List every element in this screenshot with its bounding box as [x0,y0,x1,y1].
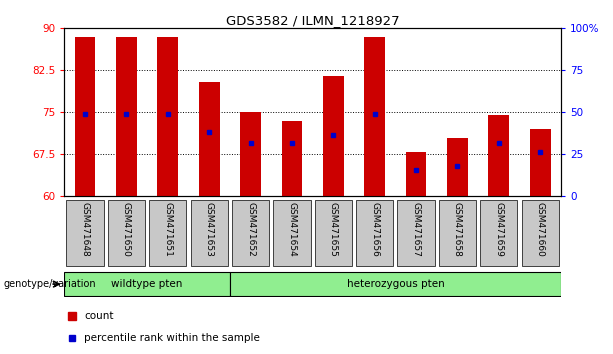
Text: GSM471655: GSM471655 [329,202,338,257]
Text: percentile rank within the sample: percentile rank within the sample [84,332,260,343]
Bar [323,76,344,196]
Title: GDS3582 / ILMN_1218927: GDS3582 / ILMN_1218927 [226,14,400,27]
Text: GSM471659: GSM471659 [494,202,503,257]
FancyBboxPatch shape [397,200,435,266]
FancyBboxPatch shape [149,200,186,266]
Bar [158,37,178,196]
Bar [530,129,550,196]
Text: GSM471654: GSM471654 [287,202,297,256]
Text: GSM471660: GSM471660 [536,202,545,257]
FancyBboxPatch shape [232,200,269,266]
Text: GSM471653: GSM471653 [205,202,214,257]
Text: GSM471656: GSM471656 [370,202,379,257]
Text: GSM471651: GSM471651 [163,202,172,257]
FancyBboxPatch shape [230,272,561,296]
Text: count: count [84,311,114,321]
Text: GSM471658: GSM471658 [453,202,462,257]
Bar [489,115,509,196]
FancyBboxPatch shape [356,200,394,266]
Text: GSM471652: GSM471652 [246,202,255,256]
FancyBboxPatch shape [108,200,145,266]
Text: GSM471650: GSM471650 [122,202,131,257]
FancyBboxPatch shape [273,200,311,266]
Bar [406,152,427,196]
Bar [116,37,137,196]
FancyBboxPatch shape [66,200,104,266]
Bar [240,113,261,196]
FancyBboxPatch shape [439,200,476,266]
Bar [281,121,302,196]
Bar [199,81,219,196]
Bar [447,138,468,196]
Bar [364,37,385,196]
FancyBboxPatch shape [522,200,559,266]
Bar [75,37,96,196]
FancyBboxPatch shape [64,272,230,296]
Text: GSM471648: GSM471648 [80,202,89,256]
Text: wildtype pten: wildtype pten [112,279,183,289]
FancyBboxPatch shape [314,200,352,266]
FancyBboxPatch shape [480,200,517,266]
Text: heterozygous pten: heterozygous pten [346,279,444,289]
Text: GSM471657: GSM471657 [411,202,421,257]
FancyBboxPatch shape [191,200,228,266]
Text: genotype/variation: genotype/variation [3,279,96,289]
